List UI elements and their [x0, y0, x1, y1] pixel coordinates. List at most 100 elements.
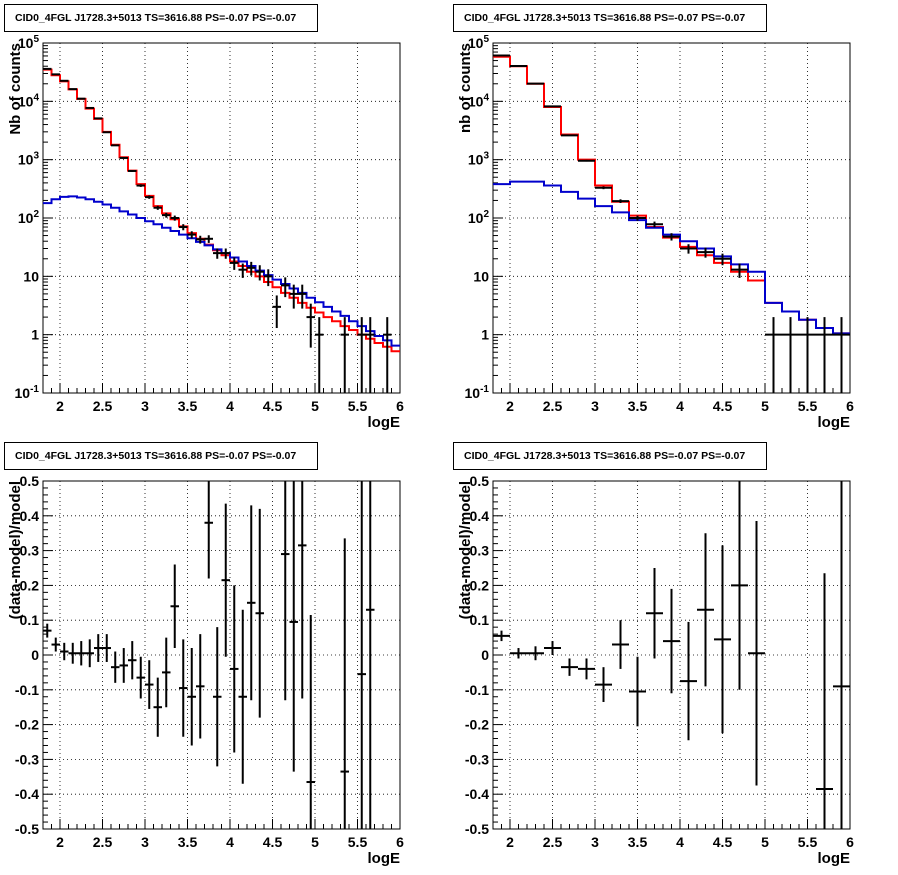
y-tick-label: 0.2: [20, 577, 40, 593]
y-axis-title: (data-model)/model: [7, 481, 24, 619]
x-tick-label: 4: [226, 398, 234, 414]
x-tick-label: 6: [396, 398, 404, 414]
model-component-line: [43, 195, 400, 347]
y-tick-label: -0.3: [15, 751, 39, 767]
x-tick-label: 2: [506, 398, 514, 414]
y-tick-label: 10: [23, 268, 39, 284]
y-tick-label: 0.1: [470, 612, 490, 628]
x-tick-label: 3: [591, 834, 599, 850]
y-tick-label: 103: [468, 151, 490, 168]
y-tick-label: 0.2: [470, 577, 490, 593]
x-tick-label: 2.5: [543, 834, 563, 850]
panel-title-top-right: CID0_4FGL J1728.3+5013 TS=3616.88 PS=-0.…: [453, 4, 767, 32]
y-tick-label: 0.5: [20, 473, 40, 489]
x-tick-label: 3.5: [628, 834, 648, 850]
x-tick-label: 2.5: [93, 834, 113, 850]
y-tick-label: 104: [18, 92, 40, 109]
data-layer: [493, 54, 850, 393]
y-tick-label: 105: [18, 34, 40, 51]
y-tick-label: 0: [31, 647, 39, 663]
x-tick-label: 3: [141, 398, 149, 414]
x-tick-label: 4.5: [713, 398, 733, 414]
y-tick-label: -0.5: [15, 821, 39, 837]
data-layer: [43, 481, 375, 829]
x-tick-label: 5.5: [798, 834, 818, 850]
y-tick-label: 0.3: [20, 543, 40, 559]
chart-panel-1: 2 2.5 3 3.5 4 4.5 5 5.5 6 10-1 1 10 102 103 104 105 logE…: [457, 34, 854, 431]
x-tick-label: 4.5: [263, 834, 283, 850]
y-tick-label: 102: [468, 209, 490, 226]
y-tick-label: 10-1: [465, 384, 490, 401]
plot-frame: [42, 42, 401, 394]
y-tick-label: -0.3: [465, 751, 489, 767]
plot-frame: [42, 480, 401, 830]
chart-panel-3: 2 2.5 3 3.5 4 4.5 5 5.5 6 -0.5 -0.4 -0.3 -0.2 -0.1 0 0.…: [457, 473, 854, 867]
x-tick-label: 2.5: [93, 398, 113, 414]
y-tick-label: 1: [481, 327, 489, 343]
axis-ticks: [42, 45, 401, 394]
chart-panel-0: 2 2.5 3 3.5 4 4.5 5 5.5 6 10-1 1 10 102 103 104 105 logE…: [7, 34, 404, 431]
grid: [43, 481, 400, 829]
y-tick-label: -0.2: [15, 717, 39, 733]
axis-ticks: [42, 480, 401, 830]
y-tick-label: 0.3: [470, 543, 490, 559]
x-tick-label: 3: [141, 834, 149, 850]
y-tick-label: 0.4: [470, 508, 490, 524]
y-tick-label: 1: [31, 327, 39, 343]
y-tick-label: 0.5: [470, 473, 490, 489]
x-tick-label: 2: [56, 834, 64, 850]
x-tick-label: 6: [396, 834, 404, 850]
x-axis-title: logE: [818, 414, 851, 431]
grid: [43, 43, 400, 393]
data-layer: [493, 481, 850, 829]
x-tick-label: 4.5: [263, 398, 283, 414]
x-tick-label: 5.5: [348, 834, 368, 850]
chart-panel-2: 2 2.5 3 3.5 4 4.5 5 5.5 6 -0.5 -0.4 -0.3 -0.2 -0.1 0 0.…: [7, 473, 404, 867]
x-tick-label: 5: [311, 398, 319, 414]
y-tick-label: 103: [18, 151, 40, 168]
x-tick-label: 4: [676, 398, 684, 414]
y-tick-label: -0.2: [465, 717, 489, 733]
axis-ticks: [492, 480, 851, 830]
x-tick-label: 3.5: [178, 398, 198, 414]
data-layer: [43, 67, 400, 393]
x-tick-label: 5.5: [348, 398, 368, 414]
x-tick-label: 6: [846, 834, 854, 850]
panel-title-top-left: CID0_4FGL J1728.3+5013 TS=3616.88 PS=-0.…: [4, 4, 318, 32]
x-axis-title: logE: [818, 850, 851, 867]
plot-frame: [492, 42, 851, 394]
model-total-line: [493, 55, 850, 335]
model-total-line: [43, 68, 400, 353]
y-tick-label: -0.1: [465, 682, 489, 698]
y-axis-title: nb of counts: [457, 43, 474, 133]
y-axis-title: Nb of counts: [7, 43, 24, 135]
x-tick-label: 3.5: [178, 834, 198, 850]
panel-title-bottom-left: CID0_4FGL J1728.3+5013 TS=3616.88 PS=-0.…: [4, 442, 318, 470]
y-tick-label: -0.4: [465, 786, 489, 802]
x-tick-label: 5.5: [798, 398, 818, 414]
y-tick-label: 0.1: [20, 612, 40, 628]
x-tick-label: 2: [56, 398, 64, 414]
y-tick-label: 0: [481, 647, 489, 663]
model-component-line: [493, 180, 850, 335]
y-tick-label: 102: [18, 209, 40, 226]
y-tick-label: 10: [473, 268, 489, 284]
x-tick-label: 2.5: [543, 398, 563, 414]
x-tick-label: 5: [761, 398, 769, 414]
y-tick-label: -0.4: [15, 786, 39, 802]
x-tick-label: 4.5: [713, 834, 733, 850]
grid: [493, 43, 850, 393]
y-tick-label: 0.4: [20, 508, 40, 524]
x-tick-label: 3.5: [628, 398, 648, 414]
y-axis-title: (data-model)/model: [457, 481, 474, 619]
axis-ticks: [492, 45, 851, 394]
panel-title-bottom-right: CID0_4FGL J1728.3+5013 TS=3616.88 PS=-0.…: [453, 442, 767, 470]
y-tick-label: -0.1: [15, 682, 39, 698]
x-tick-label: 3: [591, 398, 599, 414]
x-tick-label: 5: [761, 834, 769, 850]
y-tick-label: 10-1: [15, 384, 40, 401]
x-axis-title: logE: [368, 850, 401, 867]
x-tick-label: 6: [846, 398, 854, 414]
